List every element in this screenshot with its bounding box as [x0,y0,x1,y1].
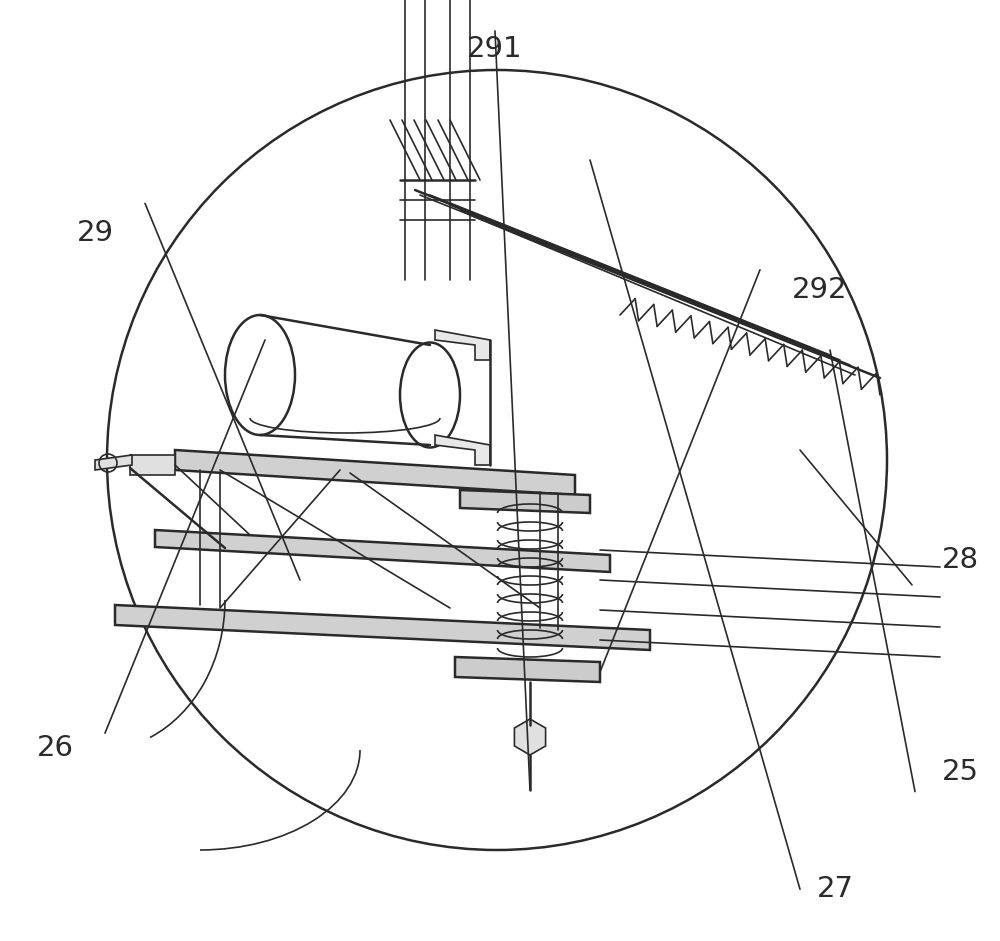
Text: 25: 25 [942,758,978,786]
Polygon shape [130,455,175,475]
Polygon shape [115,605,650,650]
Polygon shape [455,657,600,682]
Polygon shape [175,450,575,495]
Text: 28: 28 [941,546,979,574]
Polygon shape [95,455,132,470]
Polygon shape [514,719,546,755]
Polygon shape [155,530,610,572]
Text: 26: 26 [36,734,74,762]
Text: 292: 292 [792,276,848,304]
Polygon shape [435,330,490,360]
Text: 27: 27 [816,875,854,903]
Polygon shape [460,490,590,513]
Text: 291: 291 [467,35,523,63]
Polygon shape [435,435,490,465]
Text: 29: 29 [76,219,114,247]
